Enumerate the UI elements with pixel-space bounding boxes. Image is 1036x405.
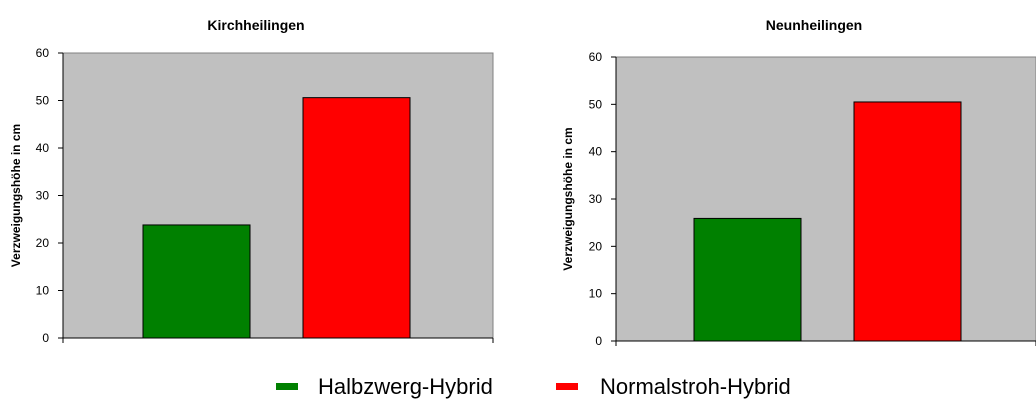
bar-normalstroh-hybrid: [853, 101, 962, 342]
y-tick-label: 0: [595, 334, 602, 348]
y-tick-label: 10: [589, 287, 603, 301]
chart-2: Neunheilingen Verzweigungshöhe in cm 0 10 20…: [561, 17, 1036, 348]
legend: Halbzwerg-Hybrid Normalstroh-Hybrid: [276, 374, 791, 399]
y-axis-label: Verzweigungshöhe in cm: [9, 124, 23, 267]
plot-area: [615, 56, 1036, 342]
legend-label: Halbzwerg-Hybrid: [318, 374, 493, 399]
chart-1: Kirchheilingen Verzweigungshöhe in cm 0 10 2…: [9, 17, 494, 345]
y-tick-label: 20: [36, 236, 50, 250]
plot-area: [62, 52, 494, 339]
y-tick-label: 20: [589, 239, 603, 253]
y-tick-label: 30: [589, 192, 603, 206]
y-tick-label: 50: [36, 94, 50, 108]
y-tick-label: 0: [42, 331, 49, 345]
y-tick-label: 60: [36, 46, 50, 60]
y-tick-label: 10: [36, 284, 50, 298]
y-axis-label: Verzweigungshöhe in cm: [561, 127, 575, 270]
y-tick-label: 40: [589, 145, 603, 159]
chart-title: Neunheilingen: [766, 17, 862, 33]
legend-swatch: [556, 383, 578, 390]
chart-title: Kirchheilingen: [207, 17, 304, 33]
legend-label: Normalstroh-Hybrid: [600, 374, 791, 399]
bar-normalstroh-hybrid: [302, 97, 411, 339]
bar-halbzwerg-hybrid: [142, 224, 251, 339]
legend-swatch: [276, 383, 298, 390]
y-tick-label: 50: [589, 97, 603, 111]
bar-halbzwerg-hybrid: [693, 217, 802, 342]
y-tick-label: 30: [36, 189, 50, 203]
y-tick-label: 60: [589, 50, 603, 64]
y-tick-label: 40: [36, 141, 50, 155]
